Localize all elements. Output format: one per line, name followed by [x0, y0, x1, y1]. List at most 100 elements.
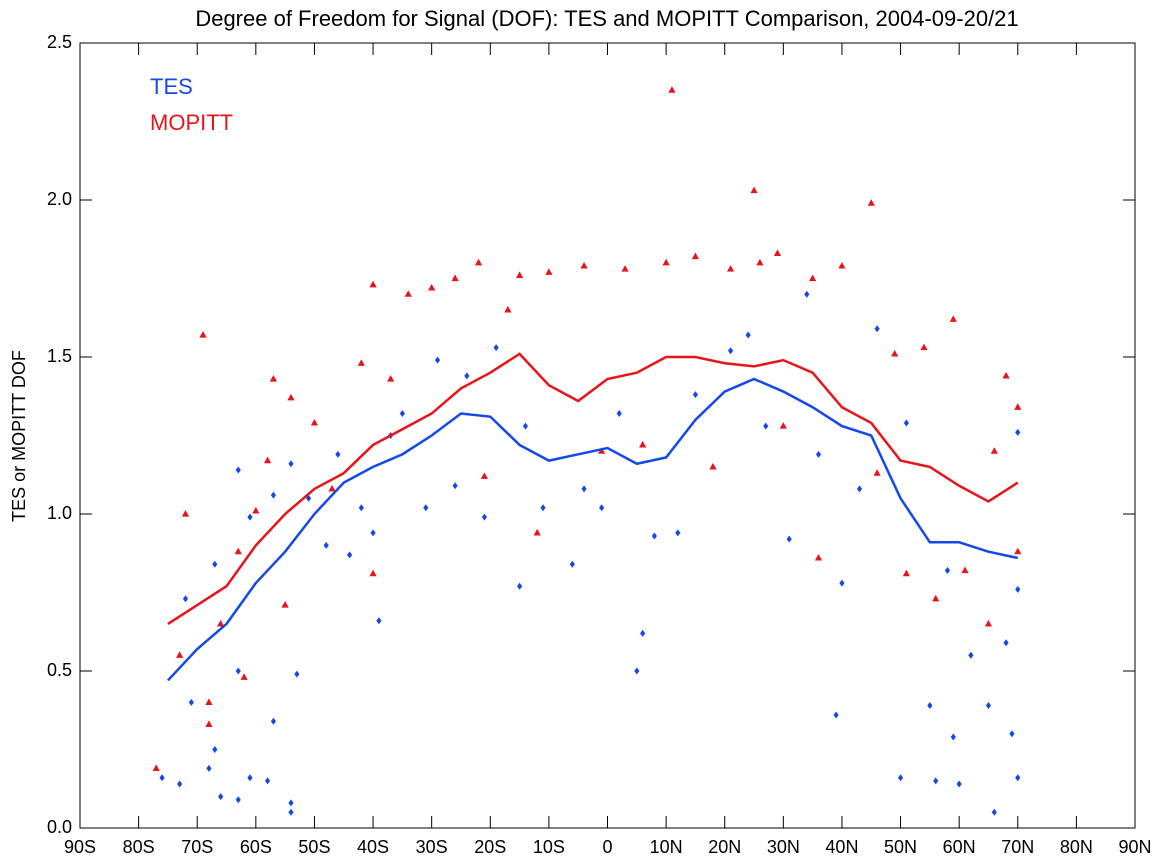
data-point — [621, 265, 629, 272]
data-point — [217, 619, 225, 627]
data-point — [750, 186, 758, 194]
data-point — [288, 460, 294, 468]
data-point — [294, 670, 300, 678]
y-tick-label: 2.0 — [47, 189, 72, 209]
data-point — [205, 720, 213, 727]
data-point — [709, 462, 717, 470]
legend-label: MOPITT — [150, 110, 233, 135]
data-point — [288, 808, 294, 816]
data-point — [212, 560, 218, 568]
data-point — [662, 258, 670, 266]
data-point — [451, 274, 459, 282]
data-point — [814, 553, 823, 561]
legend-label: TES — [150, 74, 193, 99]
data-point — [809, 274, 817, 282]
data-point — [1015, 428, 1021, 436]
data-point — [745, 331, 751, 339]
data-point — [177, 780, 183, 788]
data-point — [1009, 730, 1015, 738]
mean-line — [167, 352, 1019, 625]
data-point — [839, 579, 845, 587]
x-tick-label: 10S — [533, 837, 565, 857]
data-point — [205, 698, 213, 705]
data-point — [763, 422, 769, 430]
data-point — [235, 667, 241, 675]
data-point — [235, 796, 241, 804]
data-point — [985, 702, 992, 710]
x-tick-label: 40N — [825, 837, 858, 857]
data-point — [956, 780, 962, 788]
data-point — [323, 541, 329, 549]
data-point — [668, 86, 676, 93]
data-point — [288, 799, 294, 807]
data-point — [545, 268, 553, 275]
data-point — [369, 569, 377, 577]
data-point — [773, 249, 782, 256]
data-point — [522, 422, 529, 430]
y-tick-label: 1.0 — [47, 503, 72, 523]
x-tick-label: 70S — [181, 837, 213, 857]
data-point — [779, 422, 787, 429]
data-point — [634, 667, 640, 675]
data-point — [838, 261, 846, 269]
data-point — [756, 258, 764, 266]
data-point — [270, 717, 277, 725]
data-point — [833, 711, 839, 719]
data-point — [287, 393, 295, 401]
data-point — [867, 199, 875, 206]
data-point — [218, 793, 224, 801]
y-tick-label: 0.5 — [47, 660, 72, 680]
data-point — [247, 774, 253, 782]
data-point — [281, 601, 289, 608]
data-point — [692, 391, 699, 399]
x-tick-label: 50S — [298, 837, 330, 857]
data-point — [1002, 371, 1010, 379]
data-point — [927, 702, 933, 710]
data-point — [533, 528, 541, 536]
chart-title: Degree of Freedom for Signal (DOF): TES … — [195, 6, 1018, 31]
data-point — [968, 651, 974, 659]
data-point — [569, 560, 575, 568]
data-point — [159, 774, 165, 782]
data-point — [270, 491, 277, 499]
data-point — [961, 566, 969, 574]
data-point — [264, 777, 271, 785]
data-point — [1015, 774, 1021, 782]
x-tick-label: 80S — [123, 837, 155, 857]
data-point — [515, 271, 524, 278]
data-point — [651, 532, 657, 540]
data-point — [263, 456, 272, 464]
y-tick-label: 1.5 — [47, 346, 72, 366]
x-tick-label: 60N — [943, 837, 976, 857]
data-point — [234, 547, 242, 555]
data-point — [181, 510, 190, 517]
x-tick-label: 10N — [650, 837, 683, 857]
data-point — [804, 290, 810, 298]
data-point — [616, 410, 622, 418]
data-point — [387, 374, 395, 382]
data-point — [212, 746, 218, 753]
x-tick-label: 80N — [1060, 837, 1093, 857]
data-point — [639, 440, 647, 448]
data-point — [726, 265, 735, 272]
x-tick-label: 60S — [240, 837, 272, 857]
data-point — [480, 472, 489, 479]
data-point — [199, 331, 207, 338]
data-point — [269, 374, 278, 382]
data-point — [675, 529, 681, 537]
x-tick-label: 30N — [767, 837, 800, 857]
data-point — [152, 764, 160, 771]
data-point — [640, 629, 646, 637]
data-point — [247, 513, 253, 521]
data-point — [949, 315, 957, 322]
data-point — [902, 569, 911, 577]
data-point — [376, 617, 382, 625]
x-tick-label: 90N — [1118, 837, 1151, 857]
data-point — [452, 482, 458, 490]
data-point — [903, 419, 910, 427]
data-point — [581, 485, 587, 493]
data-point — [984, 619, 993, 627]
data-point — [399, 410, 405, 418]
data-point — [347, 551, 353, 559]
